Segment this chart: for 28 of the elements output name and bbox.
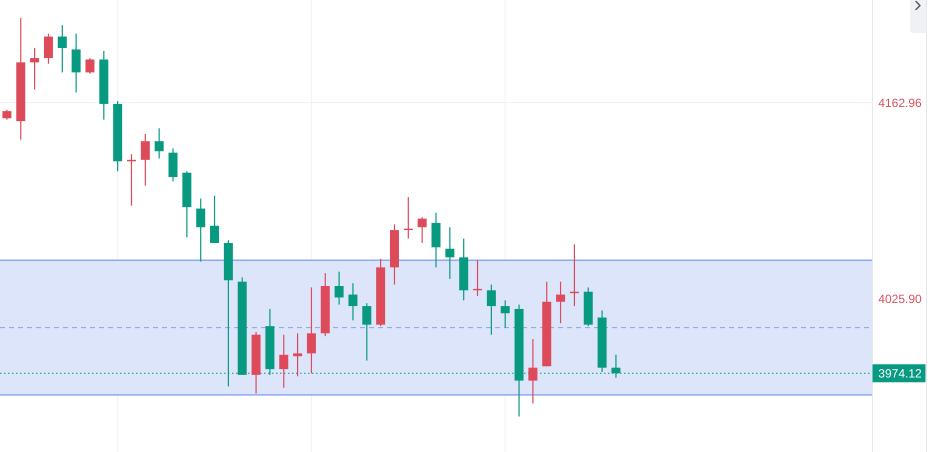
candlestick: [334, 271, 344, 306]
candlestick: [85, 57, 94, 74]
candlestick: [486, 284, 496, 336]
candlestick: [126, 154, 136, 206]
candlestick: [210, 195, 220, 244]
y-tick-label: 4162.96: [878, 96, 922, 110]
candlestick: [500, 300, 510, 328]
candlestick: [348, 282, 358, 321]
candlestick: [306, 286, 316, 374]
candlestick: [473, 260, 482, 297]
candlestick: [556, 281, 566, 324]
candlestick: [418, 216, 427, 244]
candlestick: [528, 338, 538, 404]
candlestick: [140, 133, 150, 186]
candlestick: [196, 198, 206, 262]
candlestick: [404, 196, 413, 240]
candlestick: [362, 302, 372, 362]
candlestick: [30, 47, 40, 90]
candlestick: [445, 226, 454, 280]
candlestick: [72, 33, 81, 94]
candlestick: [58, 24, 67, 73]
candlestick: [2, 109, 12, 120]
candlestick: [279, 334, 288, 388]
y-tick-label: 4025.90: [878, 292, 922, 306]
candlestick: [154, 128, 164, 160]
ref-line-label: 3974.12: [878, 366, 922, 380]
candlestick: [44, 33, 53, 64]
candlestick: [570, 244, 579, 307]
